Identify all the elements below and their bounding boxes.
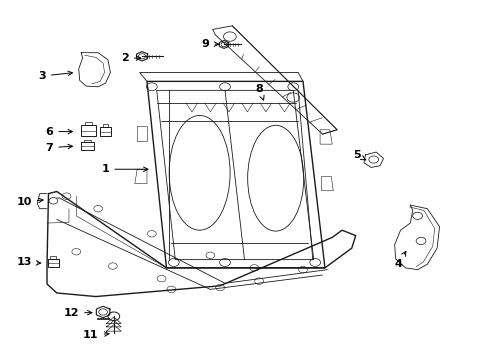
Text: 10: 10: [17, 197, 43, 207]
Text: 12: 12: [63, 308, 92, 318]
Text: 7: 7: [45, 143, 72, 153]
Text: 6: 6: [45, 127, 72, 136]
Text: 5: 5: [352, 150, 365, 160]
Text: 8: 8: [255, 84, 264, 100]
Text: 11: 11: [83, 330, 109, 340]
Text: 2: 2: [121, 53, 141, 63]
Text: 9: 9: [201, 39, 218, 49]
Text: 3: 3: [38, 71, 72, 81]
Text: 4: 4: [393, 251, 405, 269]
Text: 13: 13: [17, 257, 41, 267]
Text: 1: 1: [102, 164, 148, 174]
